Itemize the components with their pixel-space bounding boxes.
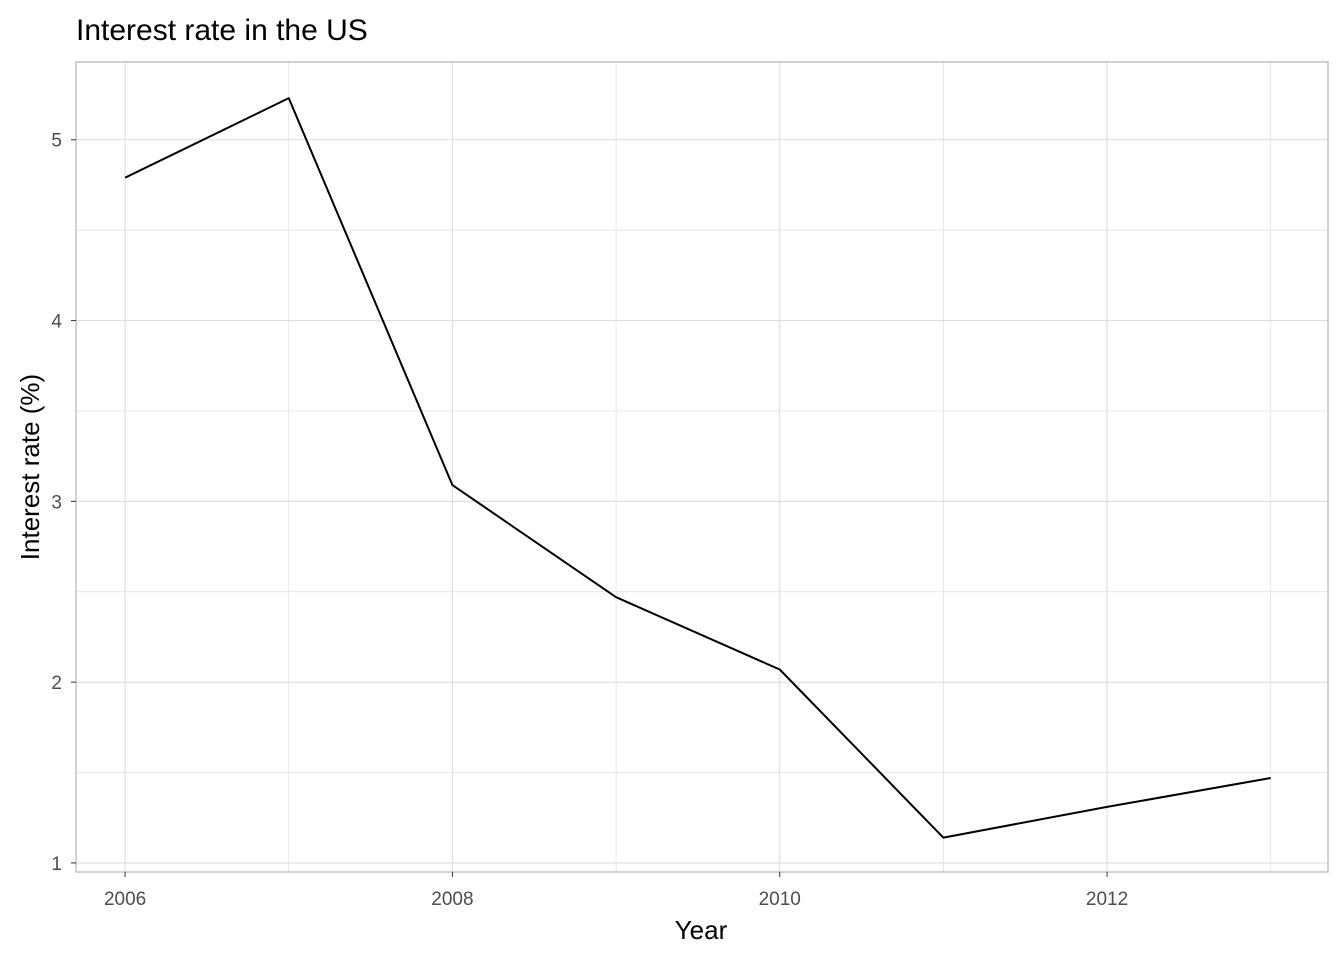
panel-border bbox=[75, 61, 1329, 873]
x-tick-label: 2010 bbox=[759, 889, 801, 910]
x-axis-title: Year bbox=[675, 915, 728, 945]
y-axis-title: Interest rate (%) bbox=[15, 374, 45, 560]
chart-title: Interest rate in the US bbox=[76, 14, 368, 47]
y-tick-label: 2 bbox=[51, 673, 62, 694]
y-tick-label: 5 bbox=[51, 131, 62, 152]
x-tick-label: 2012 bbox=[1086, 889, 1128, 910]
y-tick-label: 4 bbox=[51, 312, 62, 333]
series-line bbox=[124, 97, 1271, 839]
y-axis-ticks: 1 2 3 4 5 bbox=[51, 131, 76, 875]
x-axis-ticks: 2006 2008 2010 2012 bbox=[104, 872, 1128, 910]
x-tick-label: 2006 bbox=[104, 889, 146, 910]
y-tick-label: 3 bbox=[51, 492, 62, 513]
grid-lines bbox=[76, 62, 1328, 872]
x-tick-label: 2008 bbox=[431, 889, 473, 910]
series-lines bbox=[124, 97, 1271, 839]
y-tick-label: 1 bbox=[51, 854, 62, 875]
